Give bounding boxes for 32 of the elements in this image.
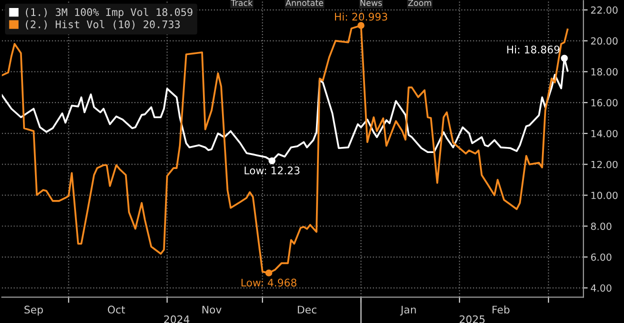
x2-tick-label: 2024 (164, 315, 190, 323)
y-tick-label: 20.00 (591, 37, 618, 45)
x-tick-label: Sep (24, 306, 43, 316)
x-tick-label: Nov (202, 306, 222, 314)
annotation: Annotate (286, 0, 324, 6)
point (265, 269, 272, 276)
x-tick-label: Oct (108, 306, 126, 314)
x-tick-label: Jan (400, 306, 416, 316)
annotation: Low: 4.968 (242, 278, 296, 287)
legend-label: (2.) Hist Vol (10) 20.733 (26, 20, 180, 30)
legend-label: (1.) 3M 100% Imp Vol 18.059 (26, 8, 192, 18)
y-tick-label: 16.00 (591, 99, 618, 106)
y-tick-label: 12.00 (591, 160, 618, 168)
annotation: Track (230, 0, 253, 6)
annotation: Low: 12.23 (244, 166, 300, 174)
point (268, 157, 276, 164)
point (358, 22, 364, 29)
y-tick-label: 10.00 (591, 192, 618, 200)
y-tick-label: 8.00 (591, 222, 612, 230)
annotation: News (360, 0, 382, 6)
y-tick-label: 6.00 (591, 253, 612, 261)
annotation: Zoom (408, 0, 432, 6)
point (560, 54, 568, 62)
x-tick-label: Dec (298, 306, 316, 314)
y-tick-label: 14.00 (591, 130, 618, 138)
x2-tick-label: 2025 (460, 315, 485, 323)
annotation: Hi: 18.869 (507, 45, 560, 54)
annotation: Hi: 20.993 (335, 12, 388, 21)
y-tick-label: 22.00 (591, 6, 618, 14)
y-tick-label: 18.00 (591, 68, 618, 76)
y-tick-label: 4.00 (590, 284, 612, 292)
x-tick-label: Feb (492, 305, 510, 314)
